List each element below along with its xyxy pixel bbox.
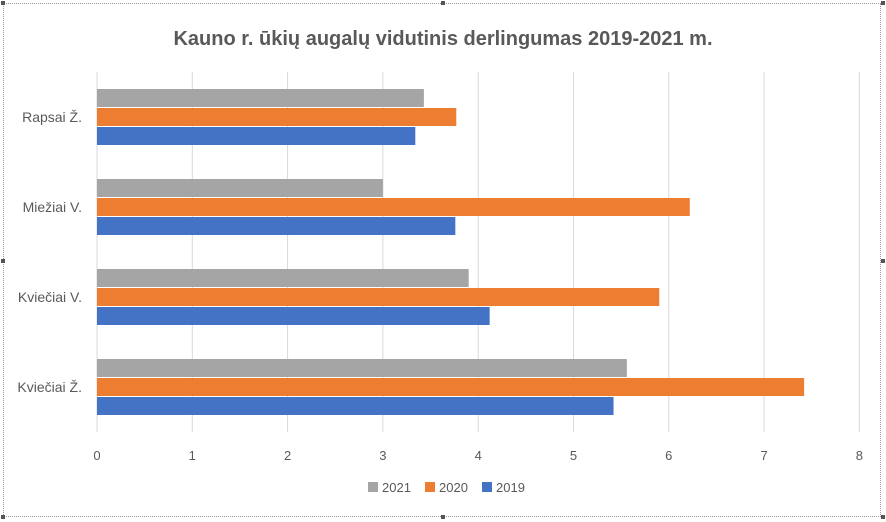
bar-2020-3 — [97, 108, 457, 126]
resize-handle-right[interactable] — [881, 259, 885, 263]
resize-handle-top-left[interactable] — [1, 1, 5, 5]
chart-title: Kauno r. ūkių augalų vidutinis derlingum… — [173, 28, 712, 50]
bar-2019-2 — [97, 217, 456, 235]
x-tick-label: 8 — [856, 448, 863, 463]
x-tick-labels: 0 1 2 3 4 5 6 7 8 — [93, 448, 863, 463]
bar-2021-3 — [97, 89, 424, 107]
x-tick-label: 1 — [189, 448, 196, 463]
x-tick-label: 4 — [475, 448, 482, 463]
bar-2021-1 — [97, 269, 469, 287]
category-label: Kviečiai V. — [18, 289, 82, 305]
resize-handle-top-right[interactable] — [881, 1, 885, 5]
category-label: Rapsai Ž. — [22, 109, 82, 125]
x-tick-label: 6 — [665, 448, 672, 463]
x-tick-label: 0 — [93, 448, 100, 463]
x-tick-label: 3 — [379, 448, 386, 463]
x-tick-label: 7 — [760, 448, 767, 463]
bar-2020-2 — [97, 198, 690, 216]
bar-2020-0 — [97, 378, 805, 396]
bar-2021-0 — [97, 359, 627, 377]
bar-2020-1 — [97, 288, 660, 306]
legend-swatch-2020 — [425, 482, 435, 492]
resize-handle-left[interactable] — [1, 259, 5, 263]
legend-swatch-2019 — [482, 482, 492, 492]
legend-swatch-2021 — [368, 482, 378, 492]
bars — [97, 89, 805, 415]
bar-2021-2 — [97, 179, 383, 197]
category-label: Miežiai V. — [23, 199, 82, 215]
resize-handle-bottom[interactable] — [441, 515, 445, 519]
category-labels: Kviečiai Ž. Kviečiai V. Miežiai V. Rapsai Ž… — [17, 109, 82, 395]
resize-handle-bottom-right[interactable] — [881, 515, 885, 519]
legend: 2021 2020 2019 — [368, 480, 525, 495]
legend-label-2021: 2021 — [382, 480, 411, 495]
category-label: Kviečiai Ž. — [17, 379, 82, 395]
resize-handle-top[interactable] — [441, 1, 445, 5]
legend-label-2019: 2019 — [496, 480, 525, 495]
bar-2019-0 — [97, 397, 614, 415]
bar-2019-1 — [97, 307, 490, 325]
bar-2019-3 — [97, 127, 416, 145]
chart-frame — [3, 3, 881, 517]
legend-label-2020: 2020 — [439, 480, 468, 495]
resize-handle-bottom-left[interactable] — [1, 515, 5, 519]
x-tick-label: 5 — [570, 448, 577, 463]
x-tick-label: 2 — [284, 448, 291, 463]
